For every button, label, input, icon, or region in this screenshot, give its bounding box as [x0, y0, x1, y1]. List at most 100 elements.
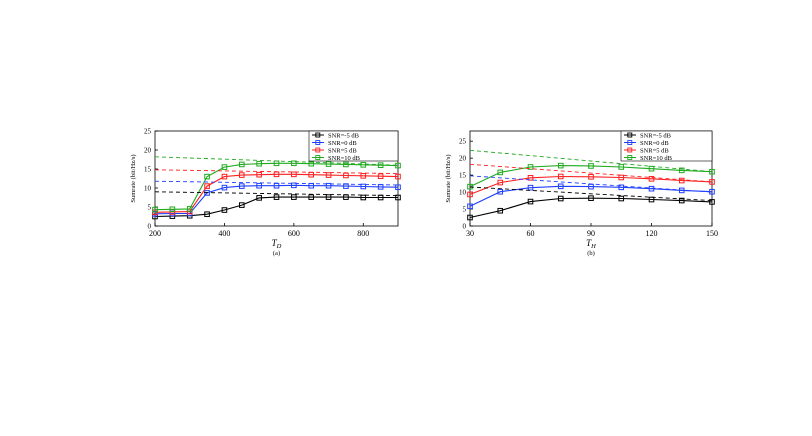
data-point — [204, 211, 210, 218]
data-point — [360, 194, 367, 201]
legend-label: SNR=10 dB — [640, 155, 673, 162]
bound-line — [469, 186, 713, 202]
data-point — [467, 191, 473, 198]
bound-line — [469, 163, 713, 183]
series-line — [469, 185, 713, 207]
x-tick-label: 600 — [288, 229, 300, 238]
x-axis-label-sub: H — [590, 243, 596, 250]
data-point — [618, 195, 625, 202]
x-axis-label-main: T — [586, 238, 592, 248]
x-tick-label: 150 — [706, 229, 718, 238]
data-point — [291, 171, 297, 178]
data-point — [238, 161, 245, 168]
x-axis-label: TH — [586, 238, 596, 250]
data-point — [204, 183, 210, 189]
data-point — [325, 182, 332, 189]
legend-label: SNR=-5 dB — [328, 132, 360, 139]
data-point — [291, 194, 297, 200]
legend-box — [308, 130, 399, 162]
legend-box — [620, 130, 713, 162]
bound-line — [154, 156, 399, 166]
data-point — [678, 187, 685, 194]
bound-line — [154, 169, 399, 175]
legend-marker — [627, 132, 633, 138]
data-point — [497, 179, 504, 186]
data-point — [377, 162, 384, 168]
x-tick-label: 90 — [587, 229, 595, 238]
data-point — [308, 160, 315, 167]
y-tick-label: 10 — [144, 185, 152, 193]
x-tick-label: 120 — [646, 229, 658, 238]
bound-line — [154, 180, 399, 186]
data-point — [256, 160, 262, 167]
legend-label: SNR=5 dB — [640, 147, 669, 154]
series-line — [154, 162, 399, 211]
data-point — [557, 195, 564, 202]
data-point — [221, 164, 228, 170]
data-point — [256, 171, 262, 178]
x-tick-label: 400 — [218, 229, 230, 238]
data-point — [527, 198, 534, 205]
bound-line — [469, 175, 713, 193]
y-axis-label: Sumrate (bit/Hz/s) — [445, 154, 452, 202]
data-point — [325, 194, 332, 200]
series-line — [469, 175, 713, 195]
data-point — [152, 206, 158, 213]
data-point — [273, 194, 280, 200]
legend-label: SNR=10 dB — [328, 155, 361, 162]
chart-caption: (b) — [587, 250, 595, 257]
series-line — [469, 165, 713, 188]
legend-marker — [627, 140, 633, 145]
data-point — [308, 194, 315, 200]
data-point — [618, 184, 625, 191]
y-tick-label: 0 — [148, 223, 152, 231]
data-point — [360, 183, 367, 190]
y-tick-label: 20 — [459, 155, 467, 163]
data-point — [709, 199, 715, 205]
y-tick-label: 15 — [144, 166, 152, 174]
data-point — [204, 173, 210, 180]
chart-panel-b: 30 60 90 120 150 0 5 10 15 20 25 Sumrate (bit/Hz/s)… — [445, 130, 718, 257]
data-point — [588, 174, 594, 180]
data-point — [360, 173, 367, 179]
data-point — [343, 161, 349, 168]
data-point — [360, 162, 367, 168]
data-point — [325, 172, 332, 178]
y-tick-label: 15 — [459, 172, 467, 180]
legend-label: SNR=0 dB — [640, 140, 669, 147]
series-line — [469, 197, 713, 219]
data-point — [678, 167, 685, 174]
data-point — [325, 161, 332, 167]
bound-line — [469, 149, 713, 173]
data-point — [291, 182, 297, 189]
data-point — [395, 173, 401, 180]
data-point — [395, 194, 401, 201]
data-point — [467, 183, 473, 190]
series-line — [154, 173, 399, 213]
y-tick-label: 25 — [144, 128, 152, 136]
y-tick-label: 5 — [463, 206, 467, 214]
x-axis-label-main: T — [272, 238, 278, 248]
data-point — [467, 203, 473, 210]
y-tick-label: 0 — [463, 223, 467, 231]
legend-label: SNR=0 dB — [328, 140, 357, 147]
y-axis-label: Sumrate (bit/Hz/s) — [130, 154, 137, 202]
data-point — [377, 173, 384, 180]
chart-panel-a: 200 400 600 800 0 5 10 15 20 25 Sumrate (bit/Hz/s)… — [130, 128, 401, 257]
y-tick-label: 5 — [148, 204, 152, 212]
data-point — [527, 184, 534, 191]
series-line — [154, 196, 398, 218]
data-point — [291, 160, 297, 167]
legend-marker — [627, 147, 633, 153]
data-point — [221, 173, 228, 180]
data-point — [678, 197, 685, 204]
data-point — [238, 172, 245, 178]
data-point — [527, 175, 534, 181]
legend-label: SNR=-5 dB — [640, 132, 672, 139]
data-point — [467, 214, 473, 221]
x-tick-label: 800 — [357, 229, 369, 238]
data-point — [238, 202, 245, 208]
